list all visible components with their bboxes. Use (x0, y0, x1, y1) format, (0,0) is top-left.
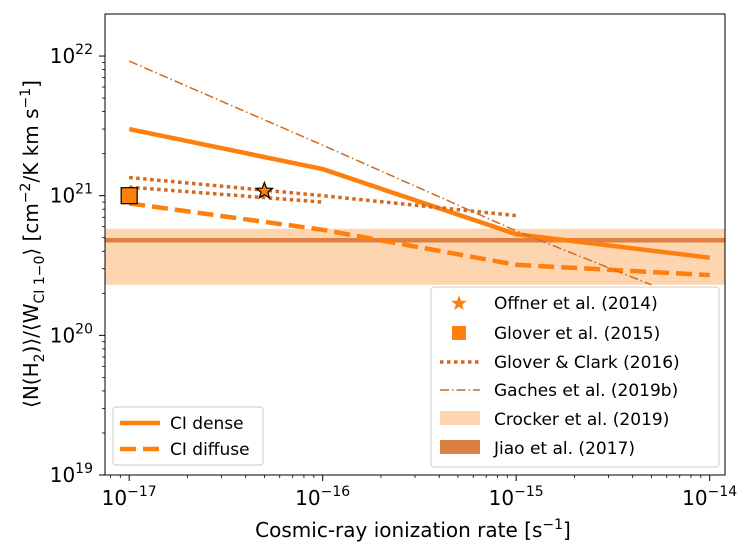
legend-swatch-crocker (440, 411, 480, 425)
x-tick-label-0: 10−17 (102, 484, 157, 510)
line-gaches (128, 60, 652, 286)
y-tick-label-2: 1021 (50, 182, 93, 208)
legend-swatch-offner (451, 295, 467, 311)
legend-label-glover-clark: Glover & Clark (2016) (494, 353, 680, 373)
legend-label-gaches: Gaches et al. (2019b) (494, 381, 678, 401)
ticks-layer: 10−17 10−16 10−15 10−14 1019 1020 1021 1022 (50, 42, 738, 510)
legend-label-offner: Offner et al. (2014) (494, 294, 658, 314)
x-tick-label-3: 10−14 (682, 484, 737, 510)
legend-swatch-jiao (440, 440, 480, 454)
legend-label-jiao: Jiao et al. (2017) (493, 439, 635, 459)
legend-lines: CI dense CI diffuse (112, 406, 264, 466)
marker-glover2015 (120, 187, 138, 205)
legend-refs-box (430, 286, 720, 468)
y-tick-label-1: 1020 (50, 321, 93, 347)
plot-layer (105, 60, 725, 286)
line-ci-diffuse (128, 201, 710, 278)
legend-refs: Offner et al. (2014) Glover et al. (2015… (430, 286, 720, 468)
x-tick-label-2: 10−15 (489, 484, 544, 510)
legend-label-crocker: Crocker et al. (2019) (494, 410, 669, 430)
marker-offner (254, 180, 275, 200)
legend-label-ci-dense: CI dense (170, 414, 244, 434)
line-ci-dense (128, 126, 710, 260)
legend-label-ci-diffuse: CI diffuse (170, 440, 250, 460)
line-glover-clark-lower (129, 185, 323, 204)
legend-label-glover2015: Glover et al. (2015) (494, 324, 660, 344)
y-tick-label-0: 1019 (50, 461, 93, 487)
x-tick-label-1: 10−16 (295, 484, 350, 510)
legend-swatch-glover2015 (452, 326, 466, 340)
y-tick-label-3: 1022 (50, 42, 93, 68)
y-axis-label: ⟨N(H2)⟩/⟨WCI 1−0⟩ [cm−2/K km s−1] (18, 80, 48, 408)
x-axis-label: Cosmic-ray ionization rate [s−1] (255, 517, 571, 542)
line-glover-clark-upper (129, 175, 517, 218)
